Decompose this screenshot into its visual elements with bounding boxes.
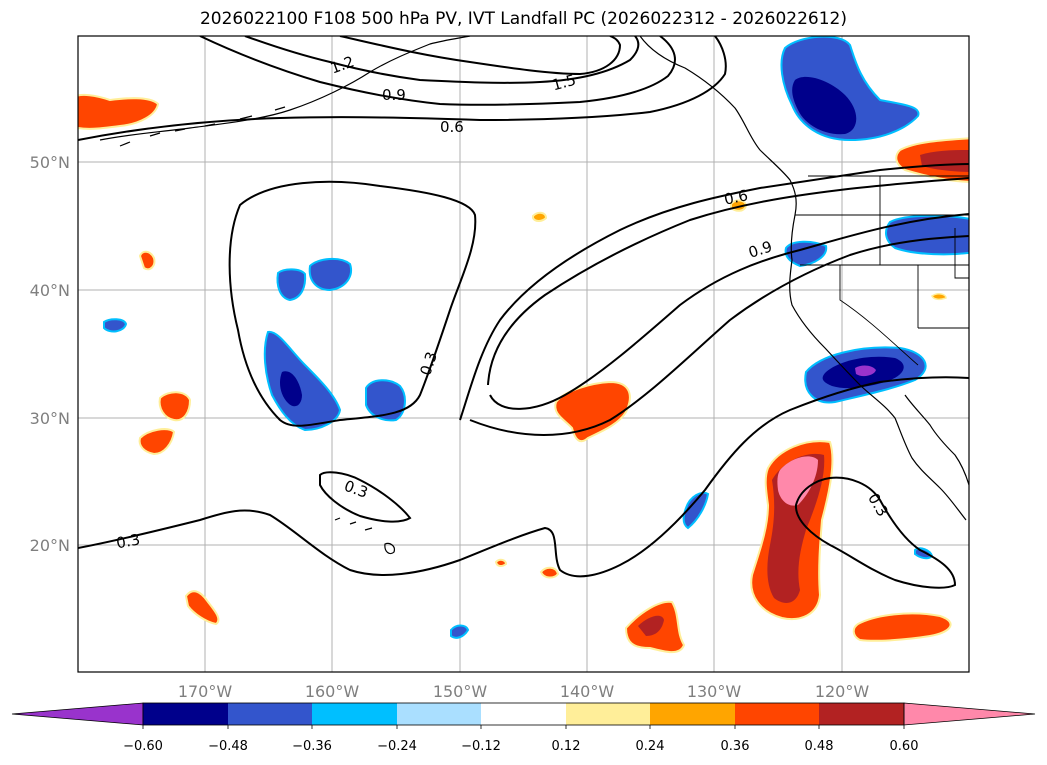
shaded-anomaly-regions	[78, 36, 969, 654]
positive-anomaly-west-small-1	[138, 250, 156, 271]
negative-anomaly-central-pacific-3	[308, 258, 352, 292]
contour-label: 0.6	[440, 118, 464, 136]
positive-anomaly-small-north	[532, 211, 548, 222]
negative-core-gulf-of-alaska	[792, 76, 857, 135]
lon-tick-label: 170°W	[178, 682, 233, 701]
colorbar-segment	[650, 703, 735, 725]
colorbar: −0.60 −0.48 −0.36 −0.24 −0.12 0.12 0.24 …	[11, 702, 1036, 754]
colorbar-tick-label: 0.12	[552, 739, 581, 754]
colorbar-segment	[735, 703, 819, 725]
colorbar-segment	[143, 703, 228, 725]
colorbar-tick-label: 0.36	[721, 739, 750, 754]
positive-extreme-baja-plume	[777, 456, 818, 506]
colorbar-tick-label: −0.36	[292, 739, 332, 754]
negative-anomaly-south-small	[450, 624, 470, 639]
map-frame	[77, 35, 970, 673]
colorbar-tick-label: −0.60	[123, 739, 163, 754]
colorbar-frame	[142, 702, 905, 726]
hawaiian-islands	[334, 517, 395, 555]
colorbar-segment	[228, 703, 312, 725]
negative-anomaly-west-us	[885, 214, 969, 256]
lon-tick-label: 140°W	[560, 682, 615, 701]
colorbar-segment	[481, 703, 566, 725]
positive-anomaly-southwest	[184, 590, 220, 626]
contour-label: 0.6	[722, 186, 749, 209]
colorbar-segment	[312, 703, 397, 725]
negative-anomaly-central-pacific-4	[276, 268, 307, 302]
lat-tick-label: 40°N	[30, 281, 70, 300]
contour-0.6-inner	[487, 177, 969, 386]
contour-label: 0.9	[382, 86, 406, 104]
colorbar-segment	[566, 703, 650, 725]
positive-small-nevada	[931, 293, 947, 301]
negative-anomaly-norcal	[784, 240, 828, 268]
lat-tick-label: 30°N	[30, 409, 70, 428]
colorbar-extend-left	[11, 702, 144, 726]
aleutian-islands	[119, 106, 286, 147]
contour-1.5-north	[339, 36, 622, 76]
lon-tick-label: 130°W	[687, 682, 742, 701]
contour-labels: 1.2 1.5 0.9 0.6 0.6 0.9 0.3 0.3 0.3 0.3	[115, 52, 892, 552]
colorbar-tick-label: 0.24	[636, 739, 665, 754]
colorbar-tick-label: −0.48	[208, 739, 248, 754]
contour-0.3-baja	[794, 476, 957, 589]
alaska-panhandle-coast	[639, 36, 797, 216]
lon-tick-label: 160°W	[305, 682, 360, 701]
negative-core-central-pacific	[280, 371, 302, 407]
colorbar-tick-label: −0.24	[377, 739, 417, 754]
map-gridlines	[78, 36, 969, 672]
lat-tick-label: 20°N	[30, 536, 70, 555]
positive-anomaly-mid-pacific	[554, 380, 631, 443]
us-west-coast	[789, 214, 861, 386]
contour-0.3-small	[319, 471, 412, 523]
positive-small-south-2	[539, 566, 560, 579]
contour-0.6-trough	[469, 235, 969, 436]
contour-label: 0.3	[864, 490, 892, 520]
negative-anomaly-west-small	[103, 318, 128, 333]
contour-0.3-closed-west	[228, 180, 477, 427]
contour-label: 1.5	[550, 71, 578, 95]
state-borders	[795, 175, 969, 366]
alaska-coast	[99, 36, 471, 141]
baja-and-mexico-coast	[859, 384, 969, 521]
contour-0.3-south	[78, 376, 969, 578]
contour-1.2-north	[244, 36, 640, 84]
negative-anomaly-hawaii-east	[682, 491, 710, 530]
colorbar-extend-right	[903, 702, 1036, 726]
colorbar-segment	[397, 703, 481, 725]
contour-label: 0.3	[115, 530, 142, 552]
colorbar-segment	[819, 703, 904, 725]
lon-tick-label: 120°W	[815, 682, 870, 701]
positive-anomaly-west-small-2	[158, 391, 192, 422]
colorbar-tick-label: 0.60	[890, 739, 919, 754]
positive-anomaly-west-small-3	[138, 428, 176, 456]
contour-0.9-north	[199, 36, 676, 106]
pv-contours	[78, 36, 969, 589]
colorbar-tick-label: 0.48	[805, 739, 834, 754]
contour-label: 0.3	[416, 349, 440, 377]
lat-tick-label: 50°N	[30, 153, 70, 172]
contour-0.3-trough	[459, 163, 969, 421]
contour-0.6-north	[78, 36, 727, 141]
positive-core-south-central	[638, 615, 664, 636]
contour-label: 0.3	[342, 477, 371, 502]
negative-anomaly-mexico-coast	[914, 547, 934, 560]
negative-anomaly-central-pacific-1	[263, 330, 342, 432]
positive-small-south-1	[494, 558, 508, 568]
positive-anomaly-southeast	[852, 612, 952, 642]
positive-anomaly-far-west	[78, 93, 160, 130]
negative-extreme-socal	[855, 365, 876, 377]
coastlines	[99, 36, 969, 555]
longitude-ticks: 170°W 160°W 150°W 140°W 130°W 120°W	[178, 682, 870, 701]
lon-tick-label: 150°W	[433, 682, 488, 701]
map-title: 2026022100 F108 500 hPa PV, IVT Landfall…	[199, 9, 847, 29]
colorbar-tick-label: −0.12	[461, 739, 501, 754]
latitude-ticks: 50°N 40°N 30°N 20°N	[30, 153, 70, 555]
contour-0.9-inner	[489, 213, 969, 410]
